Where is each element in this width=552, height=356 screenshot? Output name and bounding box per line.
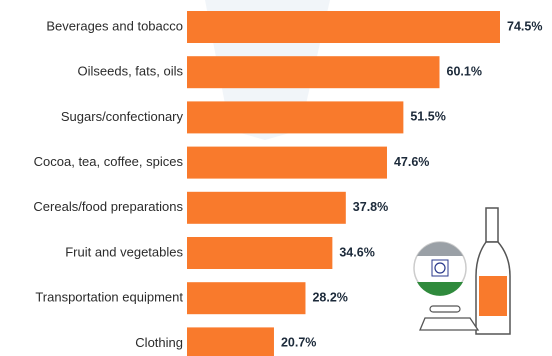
illustration: [413, 207, 511, 335]
category-label: Transportation equipment: [35, 290, 183, 305]
value-label: 37.8%: [353, 200, 388, 214]
bars: Beverages and tobacco 74.5% Oilseeds, fats…: [33, 11, 542, 356]
value-label: 47.6%: [394, 155, 429, 169]
category-label: Cereals/food preparations: [33, 199, 183, 214]
category-label: Oilseeds, fats, oils: [78, 64, 184, 79]
bar: [187, 191, 346, 224]
bar: [187, 327, 274, 356]
value-label: 74.5%: [507, 19, 542, 33]
bar: [187, 146, 387, 179]
category-label: Sugars/confectionary: [61, 109, 184, 124]
category-label: Beverages and tobacco: [46, 18, 183, 33]
value-label: 51.5%: [410, 110, 445, 124]
value-label: 34.6%: [339, 245, 374, 259]
bar: [187, 56, 440, 89]
bar: [187, 282, 306, 315]
value-label: 20.7%: [281, 336, 316, 350]
bar: [187, 101, 404, 134]
bar: [187, 11, 500, 43]
category-label: Clothing: [135, 335, 183, 350]
category-label: Cocoa, tea, coffee, spices: [34, 154, 184, 169]
bar: [187, 237, 333, 269]
value-label: 60.1%: [447, 64, 482, 78]
value-label: 28.2%: [312, 290, 347, 304]
category-label: Fruit and vegetables: [65, 244, 183, 259]
